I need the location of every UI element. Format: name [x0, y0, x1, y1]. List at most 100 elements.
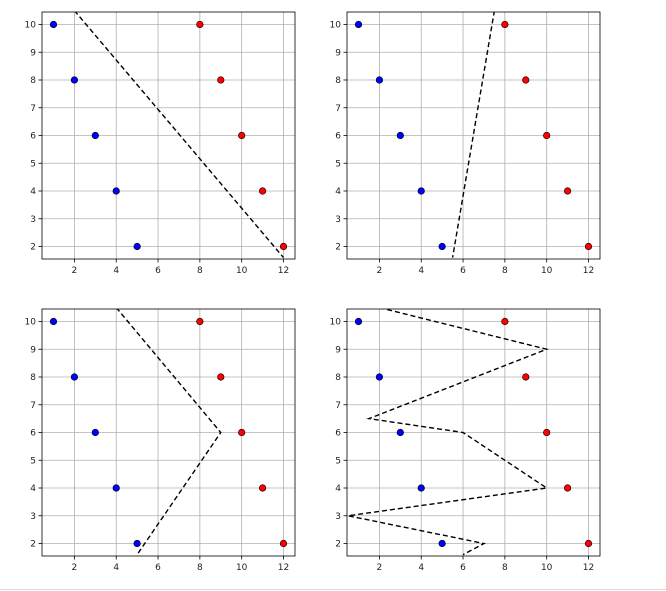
red-point [279, 539, 288, 548]
y-tick-label: 5 [30, 456, 36, 466]
decision-boundary-line [451, 12, 495, 258]
red-point [196, 317, 204, 326]
panel-1: 2 4 6 8 10 12 2 3 4 5 6 7 8 9 10 [25, 11, 296, 276]
blue-point [112, 484, 120, 492]
y-tick-label: 7 [335, 401, 341, 411]
y-tick-label: 8 [335, 76, 341, 86]
x-tick-label: 4 [113, 266, 119, 276]
y-tick-label: 8 [335, 373, 341, 383]
blue-point [438, 539, 446, 548]
blue-point [354, 20, 363, 29]
y-tick-label: 5 [335, 456, 341, 466]
blue-point [375, 373, 384, 381]
x-tick-label: 8 [502, 563, 508, 573]
blue-point [133, 539, 141, 548]
y-tick-label: 3 [335, 215, 341, 225]
blue-point [417, 484, 425, 492]
x-tick-label: 12 [278, 563, 289, 573]
x-tick-label: 6 [460, 266, 466, 276]
x-tick-label: 12 [583, 266, 594, 276]
y-tick-label: 3 [335, 512, 341, 522]
blue-point [91, 428, 99, 437]
red-point [543, 131, 551, 140]
red-point [258, 187, 267, 195]
x-tick-label: 4 [418, 563, 424, 573]
x-tick-label: 2 [72, 563, 78, 573]
blue-point [133, 242, 141, 251]
axes-frame [41, 308, 296, 557]
panel-3: 2 4 6 8 10 12 2 3 4 5 6 7 8 9 10 [25, 308, 296, 573]
x-tick-label: 8 [197, 266, 203, 276]
x-tick-label: 12 [278, 266, 289, 276]
y-tick-label: 4 [30, 187, 36, 197]
blue-point [417, 187, 425, 195]
y-tick-label: 5 [335, 159, 341, 169]
blue-point [375, 76, 384, 84]
x-tick-label: 10 [541, 266, 553, 276]
y-tick-label: 8 [30, 373, 36, 383]
y-tick-label: 6 [335, 429, 341, 439]
red-point [584, 539, 593, 548]
red-point [501, 20, 509, 29]
y-tick-label: 2 [335, 540, 341, 550]
y-tick-label: 2 [30, 540, 36, 550]
x-tick-label: 2 [72, 266, 78, 276]
red-point [522, 373, 530, 381]
x-tick-label: 12 [583, 563, 594, 573]
x-tick-label: 6 [155, 563, 161, 573]
x-tick-label: 4 [113, 563, 119, 573]
y-tick-label: 4 [335, 484, 341, 494]
blue-point [49, 20, 58, 29]
blue-point [70, 76, 79, 84]
y-tick-label: 2 [335, 243, 341, 253]
blue-point [112, 187, 120, 195]
red-point [522, 76, 530, 84]
y-tick-label: 10 [25, 21, 37, 31]
red-point [279, 242, 288, 251]
y-tick-label: 6 [30, 429, 36, 439]
red-point [238, 131, 246, 140]
red-point [584, 242, 593, 251]
blue-point [49, 317, 58, 326]
y-tick-label: 5 [30, 159, 36, 169]
axes-frame [346, 308, 601, 557]
decision-boundary-line [74, 12, 285, 259]
x-tick-label: 10 [236, 563, 248, 573]
x-tick-label: 8 [502, 266, 508, 276]
x-tick-label: 10 [236, 266, 248, 276]
axes-frame [346, 11, 601, 260]
x-tick-label: 8 [197, 563, 203, 573]
y-tick-label: 9 [335, 345, 341, 355]
red-point [563, 187, 572, 195]
red-point [501, 317, 509, 326]
red-point [563, 484, 572, 492]
blue-point [438, 242, 446, 251]
y-tick-label: 7 [30, 104, 36, 114]
decision-boundary-line [116, 309, 222, 556]
y-tick-label: 4 [335, 187, 341, 197]
x-tick-label: 2 [377, 563, 383, 573]
blue-point [354, 317, 363, 326]
red-point [217, 373, 225, 381]
red-point [196, 20, 204, 29]
y-tick-label: 4 [30, 484, 36, 494]
y-tick-label: 10 [25, 318, 37, 328]
panel-4: 2 4 6 8 10 12 2 3 4 5 6 7 8 9 10 [330, 308, 601, 573]
y-tick-label: 9 [335, 48, 341, 58]
y-tick-label: 10 [330, 318, 342, 328]
y-tick-label: 10 [330, 21, 342, 31]
y-tick-label: 9 [30, 48, 36, 58]
red-point [258, 484, 267, 492]
x-tick-label: 4 [418, 266, 424, 276]
x-tick-label: 6 [155, 266, 161, 276]
blue-point [70, 373, 79, 381]
y-tick-label: 2 [30, 243, 36, 253]
panel-2: 2 4 6 8 10 12 2 3 4 5 6 7 8 9 10 [330, 11, 601, 276]
blue-point [396, 428, 404, 437]
axes-frame [41, 11, 296, 260]
blue-point [91, 131, 99, 140]
y-tick-label: 8 [30, 76, 36, 86]
y-tick-label: 9 [30, 345, 36, 355]
decision-boundary-line [347, 309, 549, 556]
